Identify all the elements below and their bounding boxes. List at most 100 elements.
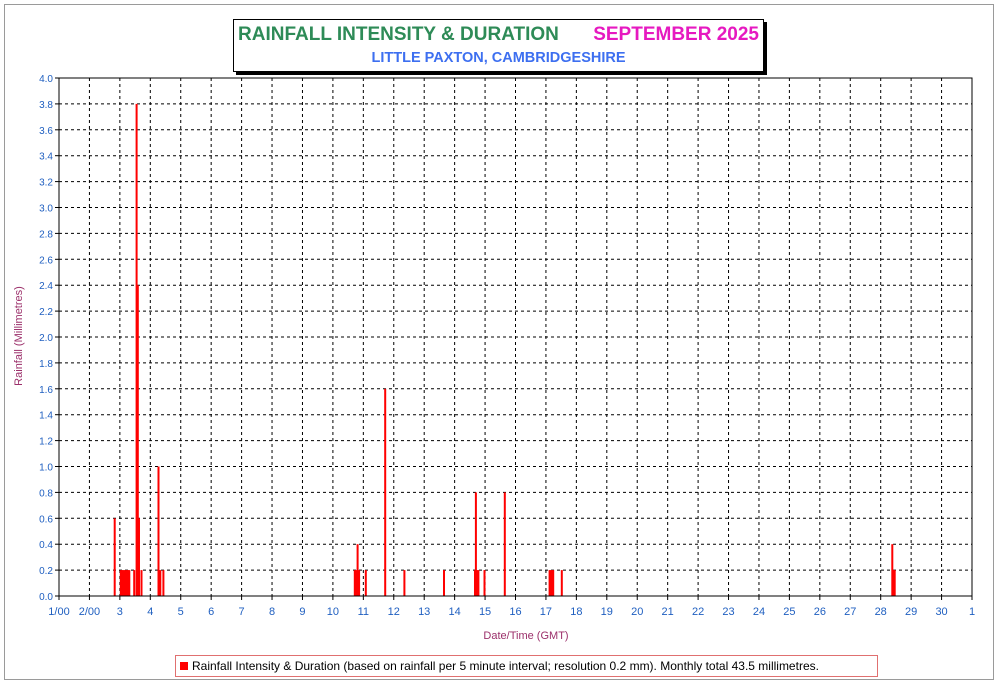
chart-title: RAINFALL INTENSITY & DURATION [238,24,559,45]
x-tick-label: 9 [299,606,305,618]
rain-bar [476,570,479,596]
rain-bar [548,570,551,596]
x-tick-label: 15 [479,606,491,618]
rain-bar [135,103,138,597]
rain-bar [124,570,127,596]
rain-bar [483,570,486,596]
x-axis-label: Date/Time (GMT) [483,630,568,642]
legend-swatch [180,661,188,670]
x-tick-label: 21 [662,606,674,618]
title-box: RAINFALL INTENSITY & DURATION SEPTEMBER … [233,19,764,72]
x-tick-label: 17 [540,606,552,618]
x-tick-label: 18 [570,606,582,618]
x-tick-label: 3 [117,606,123,618]
rain-bar [560,570,563,596]
rain-bar [123,570,126,596]
chart-location: LITTLE PAXTON, CAMBRIDGESHIRE [371,50,626,66]
x-tick-label: 11 [358,606,369,618]
y-tick-label: 2.6 [39,255,53,266]
rain-bar [159,570,162,596]
axes [55,77,973,600]
rain-bar [353,570,356,596]
y-axis-label: Rainfall (Millimetres) [13,286,25,386]
rain-bar [138,518,140,596]
y-tick-label: 0.4 [39,540,53,551]
rain-bar [125,570,128,596]
x-tick-labels: 1/00 2/00 3 4 5 6 7 8 9 10 11 12 13 14 15 16 17 18 19 20 21 2… [48,606,975,618]
rain-bar [157,466,160,596]
y-tick-label: 3.2 [39,178,53,189]
rain-bar [140,570,143,596]
y-tick-label: 2.8 [39,229,53,240]
x-tick-label: 13 [418,606,430,618]
rain-bar [443,570,445,596]
rain-bar [403,570,406,596]
x-tick-label: 19 [601,606,613,618]
bars [113,103,896,597]
rain-bar [355,570,357,596]
y-tick-label: 3.8 [39,100,53,111]
x-tick-label: 27 [844,606,856,618]
x-tick-label: 14 [449,606,461,618]
y-tick-label: 0.6 [39,514,53,525]
rain-bar [162,570,165,596]
y-tick-label: 4.0 [39,74,53,85]
rain-bar [552,570,555,596]
rain-bar [133,570,136,596]
x-tick-label: 16 [509,606,521,618]
legend: Rainfall Intensity & Duration (based on … [175,655,878,677]
y-tick-label: 0.8 [39,488,53,499]
legend-text: Rainfall Intensity & Duration (based on … [192,659,819,673]
rain-bar [358,570,361,596]
y-tick-label: 2.0 [39,333,53,344]
x-tick-label: 30 [935,606,947,618]
x-tick-label: 23 [722,606,734,618]
rain-bar [893,570,896,596]
rain-bar [119,570,122,596]
x-tick-label: 1/00 [48,606,69,618]
y-tick-label: 1.0 [39,463,53,474]
x-tick-label: 2/00 [79,606,100,618]
rain-bar [477,570,480,596]
rain-bar [474,492,477,596]
rain-bar [551,570,553,596]
x-tick-label: 5 [178,606,184,618]
chart-month: SEPTEMBER 2025 [593,24,759,45]
y-tick-label: 3.4 [39,152,53,163]
x-tick-label: 12 [388,606,400,618]
x-tick-label: 29 [905,606,917,618]
y-tick-label: 2.4 [39,281,53,292]
x-tick-label: 10 [327,606,339,618]
rain-bar [384,388,387,596]
y-tick-label: 3.0 [39,204,53,215]
rain-bar [364,570,367,596]
rain-bar [122,570,125,596]
rain-bar [121,570,123,596]
rain-bar [503,492,506,596]
y-tick-label: 0.2 [39,566,53,577]
rain-bar [891,544,894,596]
grid [59,78,972,596]
chart-frame [4,4,994,680]
rain-bar [127,570,130,596]
y-tick-label: 0.0 [39,592,53,603]
rain-bar [356,544,359,596]
y-tick-label: 1.4 [39,411,53,422]
rain-bar [128,570,131,596]
x-tick-label: 1 [969,606,975,618]
rain-bar [113,518,116,596]
y-tick-labels: 0.0 0.2 0.4 0.6 0.8 1.0 1.2 1.4 1.6 1.8 2.0 2.2 2.4 2… [39,74,53,603]
x-tick-label: 28 [875,606,887,618]
x-tick-label: 8 [269,606,275,618]
y-tick-label: 1.8 [39,359,53,370]
x-tick-label: 4 [147,606,153,618]
rain-bar [136,285,139,596]
y-tick-label: 2.2 [39,307,53,318]
y-tick-label: 3.6 [39,126,53,137]
x-tick-label: 20 [631,606,643,618]
rain-bar [549,570,552,596]
y-tick-label: 1.6 [39,385,53,396]
y-tick-label: 1.2 [39,437,53,448]
x-tick-label: 6 [208,606,214,618]
